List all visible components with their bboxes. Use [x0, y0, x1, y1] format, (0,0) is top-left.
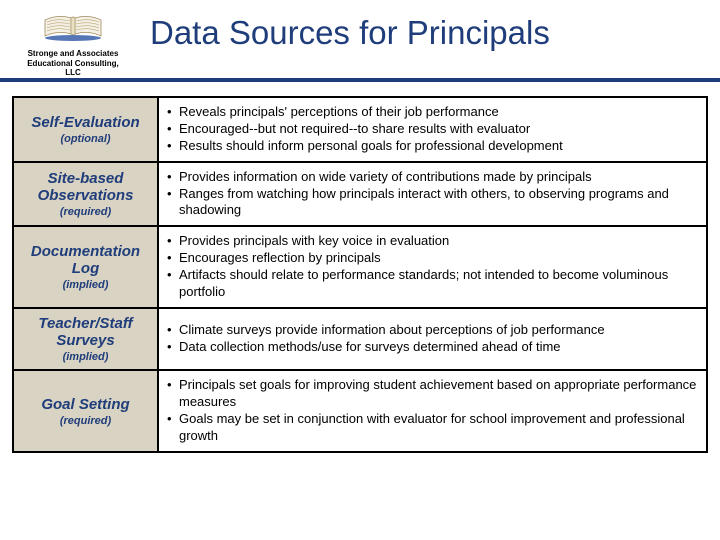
bullet-list: Climate surveys provide information abou…: [167, 322, 698, 356]
page-title: Data Sources for Principals: [138, 8, 550, 52]
logo-text-line1: Stronge and Associates: [8, 49, 138, 59]
row-content-cell: Provides principals with key voice in ev…: [158, 226, 707, 308]
data-sources-table: Self-Evaluation (optional) Reveals princip…: [0, 82, 720, 453]
bullet-list: Provides principals with key voice in ev…: [167, 233, 698, 301]
header: Stronge and Associates Educational Consu…: [0, 0, 720, 82]
bullet-item: Goals may be set in conjunction with eva…: [167, 411, 698, 445]
logo-text-line3: LLC: [8, 68, 138, 78]
bullet-list: Principals set goals for improving stude…: [167, 377, 698, 445]
row-content-cell: Climate surveys provide information abou…: [158, 308, 707, 371]
row-title: Documentation Log: [22, 243, 149, 278]
bullet-item: Data collection methods/use for surveys …: [167, 339, 698, 356]
row-subtitle: (implied): [22, 279, 149, 291]
row-label-cell: Teacher/Staff Surveys(implied): [13, 308, 158, 371]
table-row: Teacher/Staff Surveys(implied) Climate su…: [13, 308, 707, 371]
bullet-item: Provides principals with key voice in ev…: [167, 233, 698, 250]
bullet-item: Results should inform personal goals for…: [167, 138, 698, 155]
open-book-icon: [43, 10, 103, 42]
row-subtitle: (implied): [22, 351, 149, 363]
row-label-cell: Goal Setting (required): [13, 370, 158, 452]
row-title: Site-based Observations: [22, 170, 149, 205]
row-label-cell: Documentation Log(implied): [13, 226, 158, 308]
bullet-item: Encouraged--but not required--to share r…: [167, 121, 698, 138]
logo-block: Stronge and Associates Educational Consu…: [8, 8, 138, 78]
row-label-cell: Site-based Observations(required): [13, 162, 158, 227]
row-title: Self-Evaluation: [22, 114, 149, 131]
row-content-cell: Principals set goals for improving stude…: [158, 370, 707, 452]
bullet-item: Principals set goals for improving stude…: [167, 377, 698, 411]
row-title: Goal Setting: [22, 396, 149, 413]
row-title: Teacher/Staff Surveys: [22, 315, 149, 350]
bullet-list: Reveals principals' perceptions of their…: [167, 104, 698, 155]
bullet-list: Provides information on wide variety of …: [167, 169, 698, 220]
table-row: Goal Setting (required) Principals set goa…: [13, 370, 707, 452]
row-subtitle: (required): [22, 206, 149, 218]
row-subtitle: (required): [22, 415, 149, 427]
row-label-cell: Self-Evaluation (optional): [13, 97, 158, 162]
logo-text-line2: Educational Consulting,: [8, 59, 138, 69]
table-row: Site-based Observations(required) Provide…: [13, 162, 707, 227]
row-content-cell: Provides information on wide variety of …: [158, 162, 707, 227]
row-content-cell: Reveals principals' perceptions of their…: [158, 97, 707, 162]
bullet-item: Encourages reflection by principals: [167, 250, 698, 267]
table-row: Documentation Log(implied) Provides princ…: [13, 226, 707, 308]
bullet-item: Climate surveys provide information abou…: [167, 322, 698, 339]
bullet-item: Artifacts should relate to performance s…: [167, 267, 698, 301]
bullet-item: Provides information on wide variety of …: [167, 169, 698, 186]
table-row: Self-Evaluation (optional) Reveals princip…: [13, 97, 707, 162]
row-subtitle: (optional): [22, 133, 149, 145]
bullet-item: Reveals principals' perceptions of their…: [167, 104, 698, 121]
bullet-item: Ranges from watching how principals inte…: [167, 186, 698, 220]
